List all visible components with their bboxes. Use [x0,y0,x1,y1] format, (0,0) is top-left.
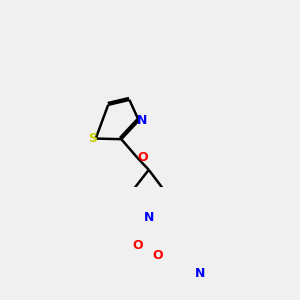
Text: N: N [195,267,205,280]
Text: O: O [137,152,148,164]
Text: N: N [144,211,154,224]
Text: N: N [137,114,148,127]
Text: O: O [153,249,164,262]
Text: O: O [132,239,143,252]
Text: S: S [88,132,97,145]
